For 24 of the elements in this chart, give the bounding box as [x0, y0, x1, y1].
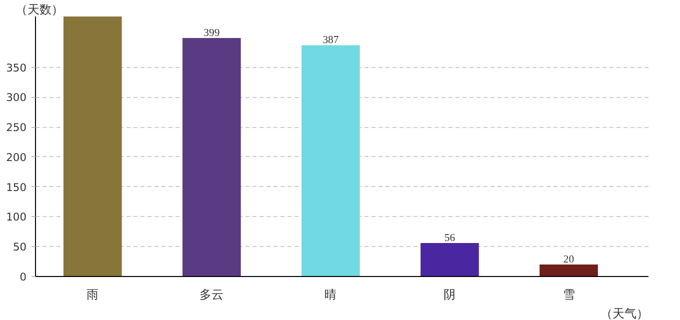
bar [182, 38, 241, 276]
y-tick-label: 50 [12, 240, 27, 254]
y-tick-label: 0 [20, 270, 27, 284]
y-tick-label: 200 [6, 150, 27, 164]
x-axis-title: （天气） [600, 306, 648, 320]
bar [302, 45, 360, 276]
data-label: 56 [444, 233, 456, 244]
x-tick-label: 晴 [324, 288, 337, 302]
x-tick-label: 雪 [562, 288, 575, 302]
y-axis-title: （天数） [16, 2, 64, 16]
y-tick-label: 100 [6, 210, 27, 224]
bar [540, 264, 598, 276]
bar [63, 16, 122, 276]
data-label: 20 [563, 254, 574, 266]
data-label: 399 [204, 28, 220, 40]
x-tick-label: 雨 [86, 288, 99, 302]
y-tick-label: 300 [6, 91, 27, 104]
y-tick-label: 350 [6, 61, 27, 74]
data-label: 387 [322, 35, 340, 46]
y-tick-label: 150 [6, 180, 27, 194]
y-tick-label: 250 [6, 121, 27, 134]
bar [420, 243, 479, 276]
x-tick-label: 阴 [444, 288, 456, 302]
x-tick-label: 多云 [200, 288, 224, 302]
